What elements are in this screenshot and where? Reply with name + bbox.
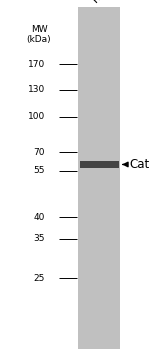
Bar [80, 161, 118, 168]
Text: 130: 130 [28, 85, 45, 94]
Text: 35: 35 [33, 234, 45, 243]
Text: 25: 25 [34, 274, 45, 283]
Text: 170: 170 [28, 59, 45, 69]
Text: MW
(kDa): MW (kDa) [27, 25, 51, 44]
Text: 70: 70 [33, 148, 45, 157]
Text: 40: 40 [34, 213, 45, 222]
Bar [78, 7, 120, 349]
Text: 100: 100 [28, 112, 45, 121]
Text: Rat kidney: Rat kidney [91, 0, 135, 5]
Text: Catalase: Catalase [130, 158, 150, 171]
Text: 55: 55 [33, 166, 45, 176]
